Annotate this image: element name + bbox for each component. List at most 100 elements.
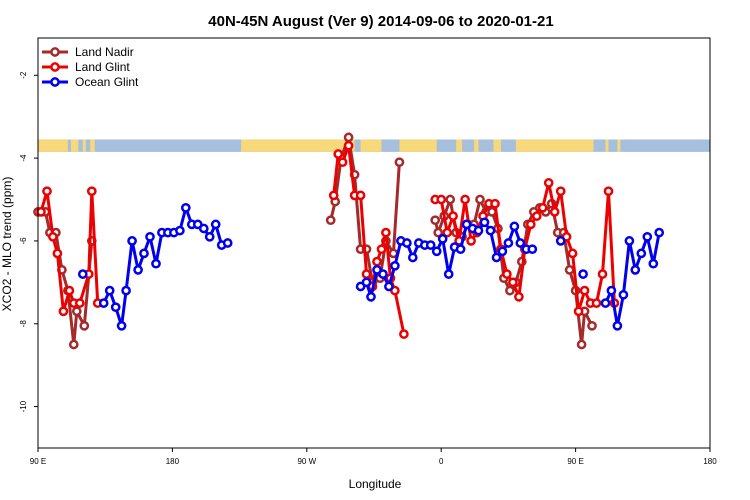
y-axis-label: XCO2 - MLO trend (ppm): [0, 177, 14, 312]
series-layer: [33, 131, 665, 350]
data-point: [502, 269, 512, 279]
data-point: [555, 186, 566, 197]
data-point: [567, 248, 578, 259]
x-tick-label: 90 E: [567, 457, 583, 466]
data-point: [573, 306, 584, 317]
data-point: [381, 227, 391, 238]
x-axis-label: Longitude: [349, 477, 402, 491]
y-tick-label: -10: [19, 400, 28, 412]
data-point: [127, 236, 137, 246]
x-tick-label: 90 W: [297, 457, 316, 466]
land-segment: [456, 139, 463, 152]
data-point: [68, 339, 79, 350]
series-line: [604, 231, 661, 327]
legend-label: Land Nadir: [75, 45, 134, 59]
data-point: [537, 202, 548, 213]
data-point: [437, 234, 448, 244]
land-segment: [82, 139, 86, 152]
data-point: [390, 260, 400, 271]
data-point: [145, 231, 155, 242]
data-point: [333, 149, 344, 159]
land-segment: [515, 139, 594, 152]
data-point: [442, 227, 453, 238]
data-point: [448, 211, 458, 221]
data-point: [630, 265, 641, 275]
land-segment: [605, 139, 609, 152]
data-point: [473, 225, 484, 236]
chart-title: 40N-45N August (Ver 9) 2014-09-06 to 202…: [208, 13, 553, 30]
data-point: [491, 252, 502, 263]
data-point: [527, 244, 538, 255]
data-point: [198, 223, 209, 234]
data-point: [366, 291, 376, 302]
data-point: [603, 186, 614, 197]
data-point: [455, 244, 466, 255]
data-point: [612, 320, 623, 331]
data-point: [549, 207, 560, 217]
x-axis: 90 E 180 90 W 0 90 E 180: [30, 448, 717, 466]
data-point: [343, 132, 354, 143]
data-point: [591, 298, 602, 308]
data-point: [466, 236, 476, 246]
data-point: [77, 269, 88, 279]
data-point: [460, 194, 470, 205]
data-point: [337, 157, 348, 168]
data-point: [479, 217, 490, 228]
land-segment: [474, 139, 479, 152]
data-point: [110, 302, 121, 313]
legend-item: Land Nadir: [42, 45, 134, 59]
x-tick-label: 90 E: [30, 457, 46, 466]
data-point: [525, 219, 536, 230]
data-point: [71, 306, 82, 317]
data-point: [42, 186, 52, 197]
legend-swatch-point: [50, 47, 60, 57]
land-segment: [38, 139, 68, 152]
data-point: [555, 236, 566, 246]
data-point: [104, 285, 115, 296]
data-point: [399, 329, 409, 339]
data-point: [576, 339, 587, 350]
series-line: [38, 210, 94, 345]
data-point: [606, 285, 617, 296]
data-point: [543, 178, 554, 188]
data-point: [376, 244, 387, 255]
data-point: [378, 269, 388, 279]
y-tick-label: -4: [19, 154, 28, 162]
data-point: [436, 194, 447, 205]
data-point: [133, 265, 143, 275]
data-point: [475, 194, 485, 205]
data-point: [325, 215, 336, 226]
data-point: [578, 269, 588, 279]
land-segment: [399, 139, 437, 152]
x-tick-label: 180: [703, 457, 717, 466]
data-point: [116, 320, 127, 331]
land-segment: [241, 139, 355, 152]
data-point: [642, 231, 653, 242]
data-point: [505, 285, 515, 296]
data-point: [490, 198, 500, 209]
data-point: [361, 277, 372, 288]
data-point: [139, 248, 149, 259]
data-point: [618, 289, 629, 300]
data-point: [361, 269, 372, 279]
data-point: [600, 298, 611, 308]
data-point: [58, 306, 69, 317]
data-point: [79, 320, 90, 331]
series-ocean-glint: [77, 202, 665, 331]
data-point: [579, 285, 590, 296]
data-point: [180, 202, 191, 213]
data-point: [175, 225, 185, 236]
data-point: [515, 238, 526, 248]
land-segment: [90, 139, 95, 152]
data-point: [624, 236, 635, 246]
data-point: [151, 258, 161, 269]
data-point: [597, 269, 608, 279]
data-point: [98, 298, 109, 308]
legend-swatch-point: [50, 62, 60, 72]
data-point: [508, 277, 518, 288]
x-tick-label: 180: [166, 457, 180, 466]
data-point: [509, 221, 520, 232]
series-line: [102, 202, 229, 327]
